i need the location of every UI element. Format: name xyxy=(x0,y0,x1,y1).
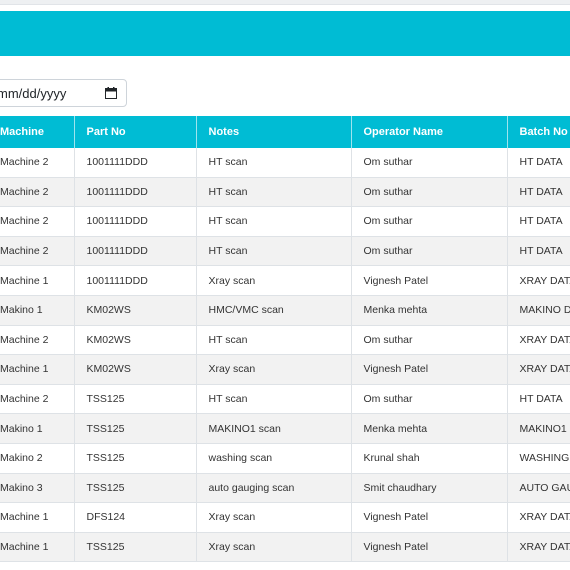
header-batch-no[interactable]: Batch No xyxy=(507,116,570,148)
cell-batch-no: XRAY DATA xyxy=(507,532,570,563)
cell-notes: HT scan xyxy=(196,236,352,267)
cell-machine: Makino 2 xyxy=(0,443,75,474)
data-table: Machine Part No Notes Operator Name Batc… xyxy=(0,116,570,563)
cell-batch-no: AUTO GAUGING xyxy=(507,473,570,504)
cell-operator-name: Om suthar xyxy=(351,177,508,208)
cell-part-no: 1001111DDD xyxy=(74,206,197,237)
cell-operator-name: Om suthar xyxy=(351,384,508,415)
cell-notes: HT scan xyxy=(196,148,352,178)
cell-machine: Machine 1 xyxy=(0,354,75,385)
cell-machine: Machine 2 xyxy=(0,177,75,208)
cell-notes: MAKINO1 scan xyxy=(196,413,352,444)
cell-notes: HT scan xyxy=(196,206,352,237)
cell-operator-name: Vignesh Patel xyxy=(351,265,508,296)
table-row: Machine 1 1001111DDD Xray scan Vignesh Pate… xyxy=(0,265,570,296)
cell-batch-no: HT DATA xyxy=(507,236,570,267)
cell-operator-name: Om suthar xyxy=(351,236,508,267)
cell-operator-name: Vignesh Patel xyxy=(351,502,508,533)
cell-machine: Machine 2 xyxy=(0,206,75,237)
cell-machine: Machine 1 xyxy=(0,265,75,296)
table-row: Makino 3 TSS125 auto gauging scan Smit chau… xyxy=(0,473,570,504)
table-row: Machine 2 1001111DDD HT scan Om suthar HT DA… xyxy=(0,148,570,178)
cell-notes: Xray scan xyxy=(196,532,352,563)
cell-batch-no: HT DATA xyxy=(507,384,570,415)
header-bar xyxy=(0,11,570,56)
cell-notes: Xray scan xyxy=(196,354,352,385)
cell-notes: HT scan xyxy=(196,177,352,208)
cell-machine: Makino 1 xyxy=(0,413,75,444)
cell-notes: HT scan xyxy=(196,325,352,356)
cell-batch-no: HT DATA xyxy=(507,206,570,237)
top-strip xyxy=(0,0,570,5)
cell-operator-name: Krunal shah xyxy=(351,443,508,474)
table-header-row: Machine Part No Notes Operator Name Batc… xyxy=(0,116,570,148)
table-row: Machine 1 KM02WS Xray scan Vignesh Patel XRA… xyxy=(0,354,570,385)
cell-part-no: TSS125 xyxy=(74,413,197,444)
cell-batch-no: MAKINO1 DATA xyxy=(507,413,570,444)
cell-batch-no: XRAY DATA xyxy=(507,354,570,385)
cell-part-no: TSS125 xyxy=(74,473,197,504)
cell-machine: Machine 2 xyxy=(0,325,75,356)
calendar-icon[interactable] xyxy=(104,86,118,100)
cell-part-no: 1001111DDD xyxy=(74,236,197,267)
cell-notes: Xray scan xyxy=(196,265,352,296)
cell-part-no: TSS125 xyxy=(74,443,197,474)
table-row: Makino 2 TSS125 washing scan Krunal shah WAS… xyxy=(0,443,570,474)
cell-machine: Machine 1 xyxy=(0,532,75,563)
header-notes[interactable]: Notes xyxy=(196,116,352,148)
cell-operator-name: Om suthar xyxy=(351,325,508,356)
cell-part-no: KM02WS xyxy=(74,295,197,326)
cell-machine: Machine 2 xyxy=(0,384,75,415)
table-row: Machine 2 TSS125 HT scan Om suthar HT DATA xyxy=(0,384,570,415)
table-row: Machine 2 1001111DDD HT scan Om suthar HT DA… xyxy=(0,206,570,237)
cell-operator-name: Om suthar xyxy=(351,148,508,178)
cell-part-no: KM02WS xyxy=(74,325,197,356)
cell-notes: washing scan xyxy=(196,443,352,474)
cell-notes: HT scan xyxy=(196,384,352,415)
table-row: Machine 2 1001111DDD HT scan Om suthar HT DA… xyxy=(0,177,570,208)
cell-batch-no: XRAY DATA xyxy=(507,265,570,296)
cell-notes: Xray scan xyxy=(196,502,352,533)
cell-operator-name: Om suthar xyxy=(351,206,508,237)
cell-machine: Makino 3 xyxy=(0,473,75,504)
cell-batch-no: WASHING DATA xyxy=(507,443,570,474)
date-filter-input[interactable]: mm/dd/yyyy xyxy=(0,79,127,107)
data-table-container: Machine Part No Notes Operator Name Batc… xyxy=(0,116,570,563)
cell-part-no: 1001111DDD xyxy=(74,177,197,208)
cell-notes: auto gauging scan xyxy=(196,473,352,504)
cell-machine: Machine 2 xyxy=(0,148,75,178)
table-row: Machine 2 1001111DDD HT scan Om suthar HT DA… xyxy=(0,236,570,267)
cell-part-no: KM02WS xyxy=(74,354,197,385)
cell-operator-name: Vignesh Patel xyxy=(351,532,508,563)
table-row: Makino 1 KM02WS HMC/VMC scan Menka mehta MAK… xyxy=(0,295,570,326)
cell-machine: Machine 1 xyxy=(0,502,75,533)
cell-batch-no: XRAY DATA xyxy=(507,325,570,356)
header-part-no[interactable]: Part No xyxy=(74,116,197,148)
cell-operator-name: Vignesh Patel xyxy=(351,354,508,385)
cell-part-no: 1001111DDD xyxy=(74,265,197,296)
table-row: Machine 1 TSS125 Xray scan Vignesh Patel XRA… xyxy=(0,532,570,563)
cell-part-no: TSS125 xyxy=(74,384,197,415)
cell-batch-no: MAKINO DATA xyxy=(507,295,570,326)
cell-operator-name: Menka mehta xyxy=(351,295,508,326)
header-operator-name[interactable]: Operator Name xyxy=(351,116,508,148)
cell-machine: Makino 1 xyxy=(0,295,75,326)
table-body: Machine 2 1001111DDD HT scan Om suthar HT DA… xyxy=(0,148,570,563)
cell-part-no: 1001111DDD xyxy=(74,148,197,178)
cell-batch-no: HT DATA xyxy=(507,177,570,208)
date-filter-value: mm/dd/yyyy xyxy=(0,85,67,101)
cell-notes: HMC/VMC scan xyxy=(196,295,352,326)
table-row: Machine 1 DFS124 Xray scan Vignesh Patel XRA… xyxy=(0,502,570,533)
cell-operator-name: Menka mehta xyxy=(351,413,508,444)
table-row: Makino 1 TSS125 MAKINO1 scan Menka mehta MAK… xyxy=(0,413,570,444)
cell-batch-no: XRAY DATA xyxy=(507,502,570,533)
cell-machine: Machine 2 xyxy=(0,236,75,267)
cell-batch-no: HT DATA xyxy=(507,148,570,178)
header-machine[interactable]: Machine xyxy=(0,116,75,148)
cell-operator-name: Smit chaudhary xyxy=(351,473,508,504)
cell-part-no: DFS124 xyxy=(74,502,197,533)
cell-part-no: TSS125 xyxy=(74,532,197,563)
